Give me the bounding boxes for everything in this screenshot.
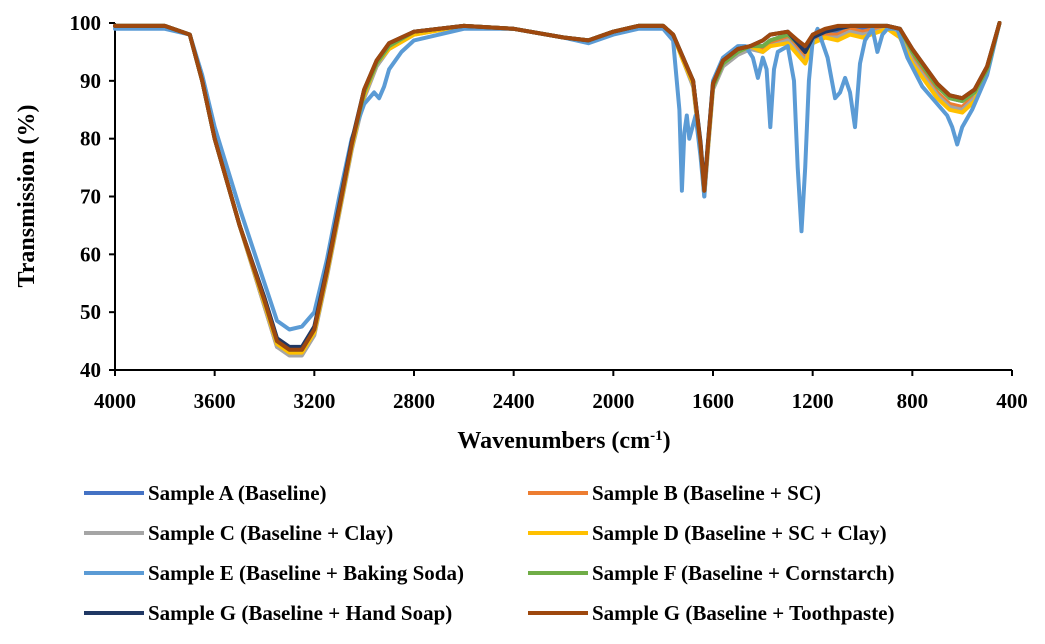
series-line-2 — [113, 21, 1002, 355]
legend-label: Sample B (Baseline + SC) — [592, 480, 821, 505]
x-tick-label: 1200 — [792, 389, 834, 413]
series-line-5 — [113, 21, 1002, 332]
legend-item: Sample F (Baseline + Cornstarch) — [528, 558, 894, 588]
legend-label: Sample E (Baseline + Baking Soda) — [148, 560, 464, 585]
legend-label: Sample F (Baseline + Cornstarch) — [592, 560, 895, 585]
legend-label: Sample G (Baseline + Hand Soap) — [148, 600, 453, 625]
legend-item: Sample C (Baseline + Clay) — [84, 518, 393, 548]
legend: Sample A (Baseline) Sample B (Baseline + … — [0, 478, 1045, 644]
x-axis-title-sup: -1 — [650, 428, 663, 444]
x-axis-title: Wavenumbers (cm-1) — [457, 428, 670, 454]
legend-swatch — [528, 531, 588, 535]
x-axis-title-close: ) — [663, 428, 671, 454]
y-tick-label: 50 — [80, 300, 101, 324]
legend-item: Sample D (Baseline + SC + Clay) — [528, 518, 887, 548]
tick-labels: 40 50 60 70 80 90 100 4000 3600 3200 2800 2400 2000 1… — [70, 11, 1028, 413]
x-tick-label: 3200 — [293, 389, 335, 413]
legend-swatch — [84, 611, 144, 615]
ftir-chart: 40 50 60 70 80 90 100 4000 3600 3200 2800 2400 2000 1… — [14, 11, 1028, 454]
x-tick-label: 400 — [996, 389, 1028, 413]
legend-label: Sample D (Baseline + SC + Clay) — [592, 520, 887, 545]
legend-swatch — [528, 611, 588, 615]
legend-label: Sample A (Baseline) — [148, 480, 327, 505]
legend-label: Sample G (Baseline + Toothpaste) — [592, 600, 895, 625]
series-line-1 — [113, 21, 1002, 352]
series-line-3 — [113, 21, 1002, 358]
x-tick-label: 4000 — [94, 389, 136, 413]
x-tick-label: 1600 — [692, 389, 734, 413]
axes — [109, 22, 1013, 376]
y-tick-label: 70 — [80, 185, 101, 209]
series-line-6 — [113, 21, 1002, 352]
y-tick-label: 40 — [80, 358, 101, 382]
legend-swatch — [84, 491, 144, 495]
y-tick-label: 80 — [80, 127, 101, 151]
legend-swatch — [528, 491, 588, 495]
y-tick-label: 90 — [80, 69, 101, 93]
legend-item: Sample A (Baseline) — [84, 478, 327, 508]
x-axis-title-main: Wavenumbers (cm — [457, 428, 650, 454]
x-tick-label: 2400 — [493, 389, 535, 413]
legend-item: Sample G (Baseline + Toothpaste) — [528, 598, 895, 628]
x-tick-label: 800 — [897, 389, 929, 413]
y-tick-label: 100 — [70, 11, 102, 35]
legend-swatch — [528, 571, 588, 575]
x-tick-label: 3600 — [194, 389, 236, 413]
series-line-7 — [113, 21, 1002, 349]
legend-item: Sample B (Baseline + SC) — [528, 478, 821, 508]
legend-swatch — [84, 531, 144, 535]
legend-item: Sample E (Baseline + Baking Soda) — [84, 558, 464, 588]
series-line-8 — [113, 21, 1002, 352]
series-line-4 — [113, 21, 1002, 355]
legend-label: Sample C (Baseline + Clay) — [148, 520, 394, 545]
legend-swatch — [84, 571, 144, 575]
series-layer — [113, 21, 1002, 358]
y-tick-label: 60 — [80, 242, 101, 266]
x-tick-label: 2800 — [393, 389, 435, 413]
x-tick-label: 2000 — [592, 389, 634, 413]
y-axis-title: Transmission (%) — [14, 105, 40, 288]
legend-item: Sample G (Baseline + Hand Soap) — [84, 598, 452, 628]
